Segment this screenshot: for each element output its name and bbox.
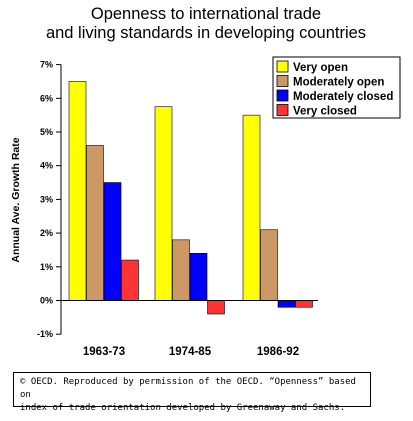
y-axis-label: Annual Ave. Growth Rate bbox=[10, 137, 22, 262]
source-note-line-2: index of trade orientation developed by … bbox=[20, 403, 346, 413]
legend-label: Moderately open bbox=[293, 77, 384, 89]
y-axis: -1% 0% 1% 2% 3% 4% 5% 6% 7% bbox=[37, 60, 62, 339]
y-tick-label: 4% bbox=[40, 161, 53, 171]
bar-very-open-1974-85 bbox=[154, 106, 173, 301]
y-tick-label: 3% bbox=[40, 194, 53, 204]
y-tick-label: 1% bbox=[40, 262, 53, 272]
chart-title-line-1: Openness to international trade bbox=[91, 5, 321, 23]
source-note-line-1: © OECD. Reproduced by permission of the … bbox=[20, 377, 356, 400]
source-note: © OECD. Reproduced by permission of the … bbox=[13, 372, 371, 413]
bar-moderately-open-1974-85 bbox=[172, 239, 190, 301]
x-tick-label: 1963-73 bbox=[83, 346, 125, 358]
y-tick-label: 6% bbox=[40, 93, 53, 103]
bar-moderately-closed-1963-73 bbox=[103, 182, 122, 301]
bar-very-open-1963-73 bbox=[68, 81, 87, 301]
legend-swatch bbox=[276, 89, 289, 102]
bar-very-closed-1986-92 bbox=[295, 300, 313, 308]
y-tick-label: 2% bbox=[40, 228, 53, 238]
legend-box bbox=[272, 56, 401, 119]
bars bbox=[68, 81, 313, 315]
bar-very-closed-1963-73 bbox=[121, 259, 139, 301]
bar-moderately-closed-1974-85 bbox=[189, 253, 208, 301]
chart-title-line-2: and living standards in developing count… bbox=[46, 24, 366, 42]
bar-moderately-closed-1986-92 bbox=[277, 300, 296, 308]
bar-moderately-open-1986-92 bbox=[260, 229, 278, 301]
x-tick-label: 1986-92 bbox=[257, 346, 299, 358]
legend-label: Very open bbox=[293, 62, 348, 74]
bar-very-closed-1974-85 bbox=[207, 300, 225, 315]
legend-swatch bbox=[276, 75, 289, 87]
y-tick-label: 7% bbox=[40, 60, 53, 70]
legend-label: Very closed bbox=[293, 106, 357, 118]
x-axis: 1963-73 1974-85 1986-92 bbox=[61, 300, 318, 358]
x-tick-label: 1974-85 bbox=[169, 346, 212, 358]
y-tick-label: -1% bbox=[37, 329, 53, 339]
bar-moderately-open-1963-73 bbox=[86, 145, 104, 301]
y-tick-label: 0% bbox=[40, 296, 53, 306]
legend: Very open Moderately open Moderately close… bbox=[272, 56, 401, 119]
legend-label: Moderately closed bbox=[293, 91, 393, 103]
legend-swatch bbox=[276, 60, 289, 73]
bar-very-open-1986-92 bbox=[242, 114, 261, 301]
y-tick-label: 5% bbox=[40, 127, 53, 137]
legend-swatch bbox=[276, 104, 289, 116]
